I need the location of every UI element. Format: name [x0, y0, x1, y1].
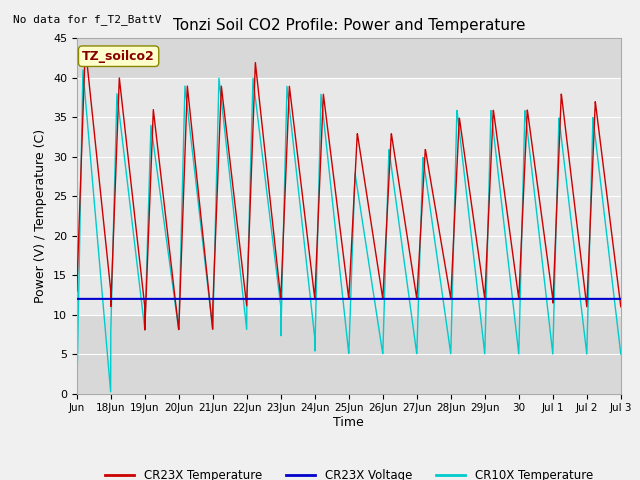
X-axis label: Time: Time [333, 416, 364, 429]
Y-axis label: Power (V) / Temperature (C): Power (V) / Temperature (C) [35, 129, 47, 303]
Bar [77, 78, 621, 315]
Text: TZ_soilco2: TZ_soilco2 [82, 50, 155, 63]
Text: No data for f_T2_BattV: No data for f_T2_BattV [13, 14, 161, 25]
Title: Tonzi Soil CO2 Profile: Power and Temperature: Tonzi Soil CO2 Profile: Power and Temper… [173, 18, 525, 33]
Legend: CR23X Temperature, CR23X Voltage, CR10X Temperature: CR23X Temperature, CR23X Voltage, CR10X … [100, 465, 598, 480]
